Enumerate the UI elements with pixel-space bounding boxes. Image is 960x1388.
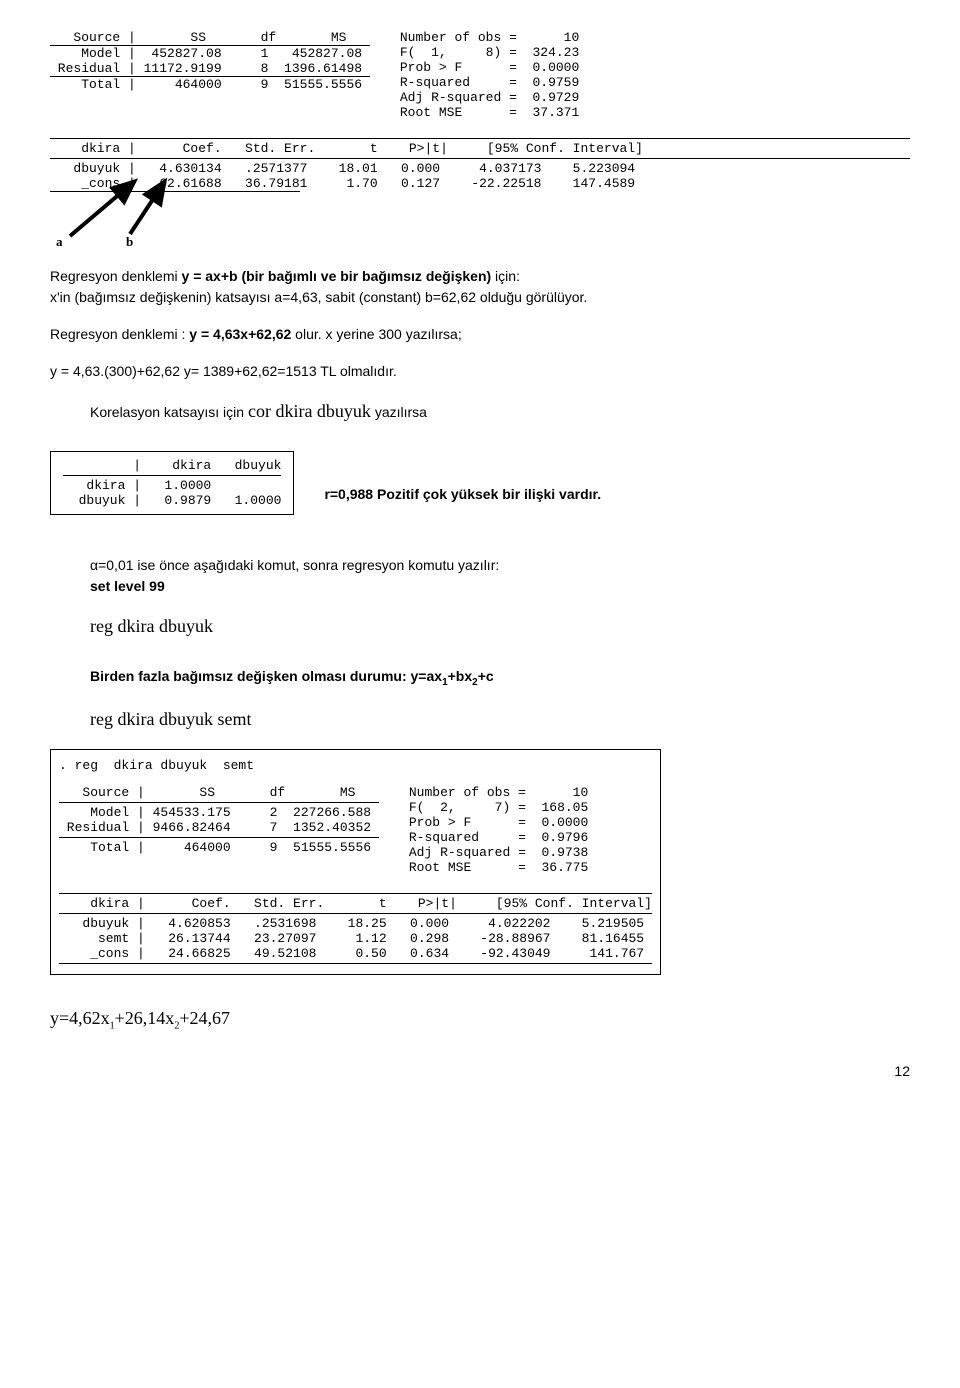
corr-header: | dkira dbuyuk	[63, 458, 281, 473]
regression-output-1: Source | SS df MS Model | 452827.08 1 45…	[50, 30, 910, 246]
anova-header: Source | SS df MS	[50, 30, 370, 45]
cmd-reg-2: reg dkira dbuyuk semt	[90, 706, 910, 733]
stat-r2: R-squared = 0.9759	[400, 75, 579, 90]
stats-block-1: Number of obs = 10 F( 1, 8) = 324.23 Pro…	[400, 30, 579, 120]
paragraph-multi-indep: Birden fazla bağımsız değişken olması du…	[90, 666, 910, 690]
paragraph-coefficients: x'in (bağımsız değişkenin) katsayısı a=4…	[50, 289, 587, 305]
coef-row-dbuyuk: dbuyuk | 4.630134 .2571377 18.01 0.000 4…	[50, 161, 910, 176]
paragraph-regression-result: Regresyon denklemi : y = 4,63x+62,62 olu…	[50, 324, 910, 345]
paragraph-alpha: α=0,01 ise önce aşağıdaki komut, sonra r…	[90, 555, 910, 597]
arrow-label-a: a	[56, 234, 63, 250]
stat-nobs: Number of obs = 10	[400, 30, 579, 45]
arrow-label-b: b	[126, 234, 133, 250]
cmd-reg-1: reg dkira dbuyuk	[90, 613, 910, 640]
anova-table-2: Source | SS df MS Model | 454533.175 2 2…	[59, 785, 379, 875]
corr-row-dbuyuk: dbuyuk | 0.9879 1.0000	[63, 493, 281, 508]
final-equation: y=4,62x1+26,14x2+24,67	[50, 1005, 910, 1034]
correlation-table: | dkira dbuyuk dkira | 1.0000 dbuyuk | 0…	[50, 451, 294, 515]
cmd-set-level: set level 99	[90, 578, 165, 594]
correlation-caption: r=0,988 Pozitif çok yüksek bir ilişki va…	[324, 486, 601, 502]
cmd-line: . reg dkira dbuyuk semt	[59, 758, 652, 773]
stats-block-2: Number of obs = 10 F( 2, 7) = 168.05 Pro…	[409, 785, 588, 875]
arrow-annotations: a b	[50, 186, 910, 246]
anova-row-residual: Residual | 11172.9199 8 1396.61498	[50, 61, 370, 76]
paragraph-calculation: y = 4,63.(300)+62,62 y= 1389+62,62=1513 …	[50, 361, 910, 382]
coef-header: dkira | Coef. Std. Err. t P>|t| [95% Con…	[50, 141, 910, 156]
stat-rmse: Root MSE = 37.371	[400, 105, 579, 120]
anova-row-model: Model | 452827.08 1 452827.08	[50, 46, 370, 61]
page-number: 12	[50, 1063, 910, 1079]
anova-table-1: Source | SS df MS Model | 452827.08 1 45…	[50, 30, 370, 120]
corr-row-dkira: dkira | 1.0000	[63, 478, 281, 493]
stat-f: F( 1, 8) = 324.23	[400, 45, 579, 60]
paragraph-correlation-intro: Korelasyon katsayısı için cor dkira dbuy…	[90, 398, 910, 425]
stat-probf: Prob > F = 0.0000	[400, 60, 579, 75]
regression-output-2: . reg dkira dbuyuk semt Source | SS df M…	[50, 749, 661, 975]
paragraph-regression-eq: Regresyon denklemi y = ax+b (bir bağımlı…	[50, 266, 910, 308]
anova-row-total: Total | 464000 9 51555.5556	[50, 77, 370, 92]
coef-table-2: dkira | Coef. Std. Err. t P>|t| [95% Con…	[59, 893, 652, 964]
stat-adjr2: Adj R-squared = 0.9729	[400, 90, 579, 105]
